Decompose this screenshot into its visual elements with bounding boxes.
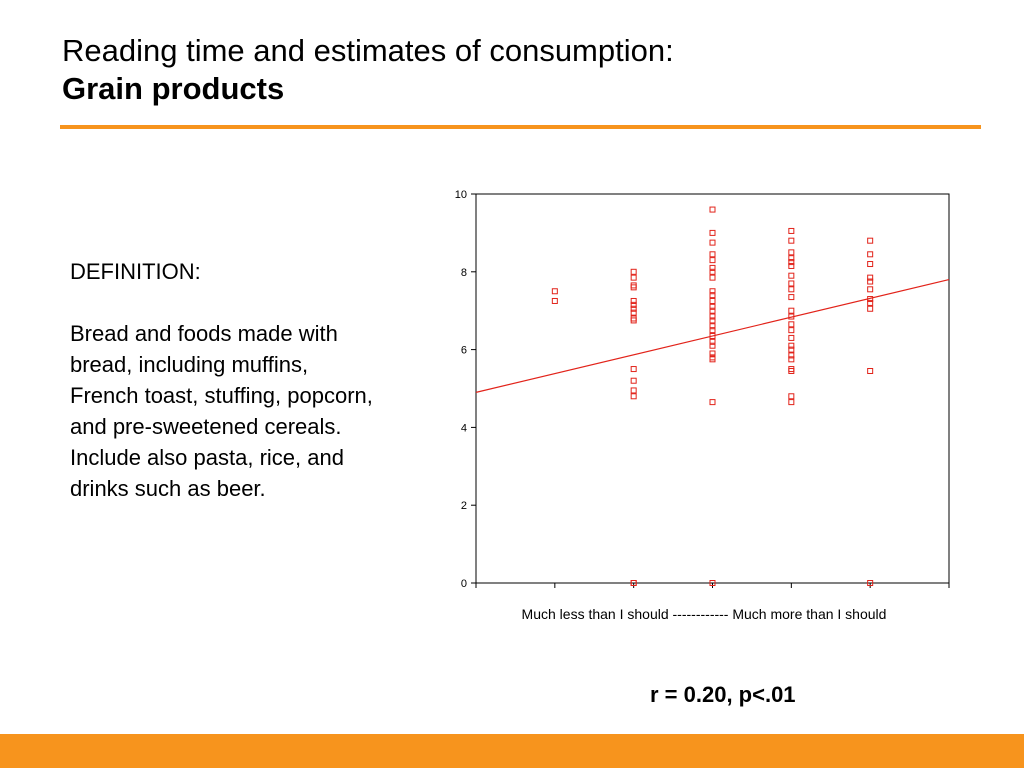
data-point [867,237,874,244]
data-point [630,580,637,586]
x-axis-label: Much less than I should ------------ Muc… [522,606,887,622]
data-point [788,272,795,279]
data-point [709,229,716,236]
data-point [788,327,795,334]
footer-bar [0,734,1024,768]
title-line-main: Reading time and estimates of consumptio… [62,33,674,68]
data-point [788,366,795,373]
data-point [867,580,874,586]
chart-marks [475,206,950,586]
data-point [788,399,795,406]
data-point [788,280,795,287]
definition-panel: DEFINITION: Bread and foods made with br… [70,256,390,504]
data-point [630,317,637,324]
data-point [630,309,637,316]
y-tick-label: 6 [461,345,467,357]
data-point [788,356,795,363]
data-point [788,237,795,244]
data-point [709,292,716,299]
definition-heading: DEFINITION: [70,259,201,284]
y-tick-label: 2 [461,500,467,512]
y-tick-label: 10 [455,189,467,201]
data-point [709,297,716,304]
data-point [709,307,716,314]
y-tick-label: 4 [461,422,467,434]
data-point [788,249,795,256]
data-point [709,317,716,324]
data-point [630,282,637,289]
data-point [709,274,716,281]
data-point [788,227,795,234]
data-point [788,313,795,320]
data-point [709,251,716,258]
data-point [630,297,637,304]
data-point [709,338,716,345]
data-point [709,264,716,271]
data-point [709,332,716,339]
data-point [788,352,795,359]
data-point [788,307,795,314]
data-point [788,342,795,349]
data-point [551,297,558,304]
data-point [630,301,637,308]
scatter-chart: 0 2 4 6 8 10 Much less than I should --------… [455,189,950,622]
data-point [709,399,716,406]
data-point [867,286,874,293]
slide-title: Reading time and estimates of consumptio… [62,32,962,108]
definition-body: Bread and foods made with bread, includi… [70,321,373,501]
plot-frame [475,193,950,584]
data-point [788,294,795,301]
regression-line [475,278,950,393]
data-point [630,393,637,400]
data-point [788,255,795,262]
data-point [709,303,716,310]
chart-axes: 0 2 4 6 8 10 [455,189,950,590]
data-point [788,367,795,374]
data-point [867,299,874,306]
data-point [788,346,795,353]
data-point [630,366,637,373]
data-point [788,393,795,400]
data-point [867,305,874,312]
data-point [867,278,874,285]
data-point [788,259,795,266]
y-tick-label: 8 [461,267,467,279]
data-point [709,206,716,213]
data-point [630,284,637,291]
data-point [551,288,558,295]
data-point [709,323,716,330]
data-point [867,367,874,374]
data-point [709,356,716,363]
data-point [709,327,716,334]
data-point [709,268,716,275]
data-point [867,296,874,303]
data-point [630,387,637,394]
y-tick-label: 0 [461,578,467,590]
data-point [788,334,795,341]
data-point [709,239,716,246]
data-point [630,268,637,275]
data-point [709,580,716,586]
data-point [867,274,874,281]
data-point [709,288,716,295]
title-divider [60,125,981,129]
data-point [630,305,637,312]
data-point [867,261,874,268]
data-point [867,251,874,258]
data-point [788,286,795,293]
data-point [709,350,716,357]
data-point [630,315,637,322]
title-line-subject: Grain products [62,71,285,106]
data-point [630,377,637,384]
data-point [709,342,716,349]
data-point [709,313,716,320]
correlation-caption: r = 0.20, p<.01 [650,682,796,707]
data-point [788,262,795,269]
data-point [709,257,716,264]
data-point [788,321,795,328]
data-point [630,274,637,281]
